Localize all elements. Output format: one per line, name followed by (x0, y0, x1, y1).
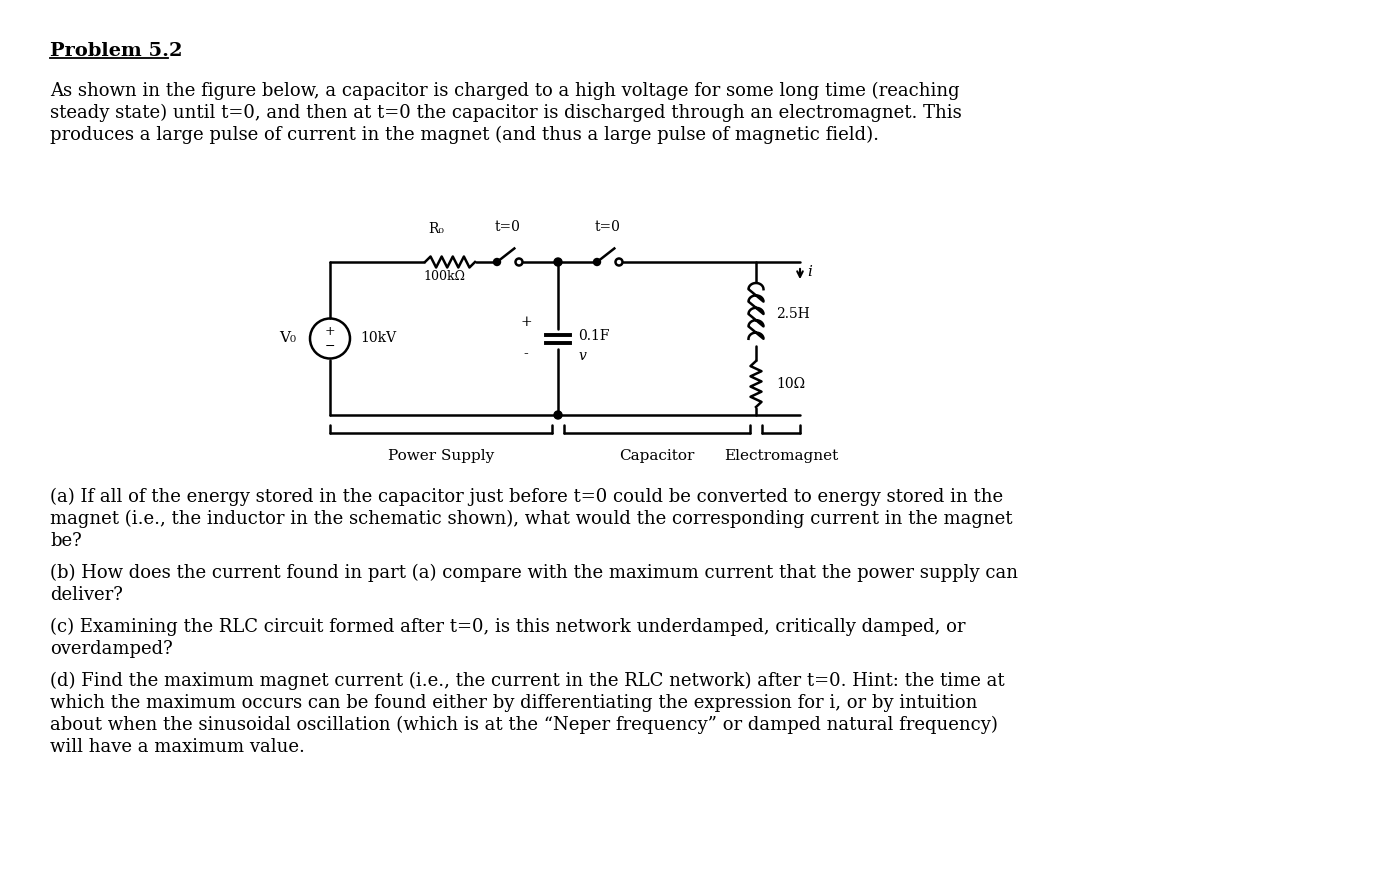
Text: Power Supply: Power Supply (388, 449, 495, 463)
Text: (c) Examining the RLC circuit formed after t=0, is this network underdamped, cri: (c) Examining the RLC circuit formed aft… (50, 618, 966, 637)
Text: about when the sinusoidal oscillation (which is at the “Neper frequency” or damp: about when the sinusoidal oscillation (w… (50, 716, 998, 734)
Text: (d) Find the maximum magnet current (i.e., the current in the RLC network) after: (d) Find the maximum magnet current (i.e… (50, 672, 1005, 690)
Text: (a) If all of the energy stored in the capacitor just before t=0 could be conver: (a) If all of the energy stored in the c… (50, 488, 1003, 506)
Circle shape (493, 259, 500, 266)
Text: which the maximum occurs can be found either by differentiating the expression f: which the maximum occurs can be found ei… (50, 694, 977, 712)
Text: 2.5H: 2.5H (777, 307, 810, 321)
Text: steady state) until t=0, and then at t=0 the capacitor is discharged through an : steady state) until t=0, and then at t=0… (50, 104, 962, 123)
Text: V₀: V₀ (279, 332, 297, 346)
Text: Capacitor: Capacitor (619, 449, 695, 463)
Text: R₀: R₀ (428, 222, 444, 236)
Text: Problem 5.2: Problem 5.2 (50, 42, 182, 60)
Text: i: i (807, 265, 811, 279)
Text: overdamped?: overdamped? (50, 640, 173, 658)
Text: deliver?: deliver? (50, 586, 123, 604)
Text: v: v (578, 349, 586, 364)
Text: Electromagnet: Electromagnet (724, 449, 837, 463)
Text: t=0: t=0 (495, 220, 521, 234)
Text: will have a maximum value.: will have a maximum value. (50, 738, 305, 756)
Text: t=0: t=0 (596, 220, 621, 234)
Text: 100kΩ: 100kΩ (423, 270, 464, 283)
Text: +: + (520, 316, 532, 330)
Text: magnet (i.e., the inductor in the schematic shown), what would the corresponding: magnet (i.e., the inductor in the schema… (50, 510, 1013, 528)
Text: (b) How does the current found in part (a) compare with the maximum current that: (b) How does the current found in part (… (50, 564, 1019, 582)
Text: 10kV: 10kV (359, 332, 397, 346)
Text: -: - (524, 348, 528, 362)
Circle shape (554, 258, 562, 266)
Text: As shown in the figure below, a capacitor is charged to a high voltage for some : As shown in the figure below, a capacito… (50, 82, 959, 100)
Text: 10Ω: 10Ω (777, 377, 806, 391)
Text: −: − (325, 340, 336, 353)
Circle shape (554, 411, 562, 419)
Circle shape (593, 259, 601, 266)
Text: +: + (325, 325, 336, 338)
Text: 0.1F: 0.1F (578, 330, 609, 343)
Text: be?: be? (50, 532, 82, 550)
Text: produces a large pulse of current in the magnet (and thus a large pulse of magne: produces a large pulse of current in the… (50, 126, 879, 144)
